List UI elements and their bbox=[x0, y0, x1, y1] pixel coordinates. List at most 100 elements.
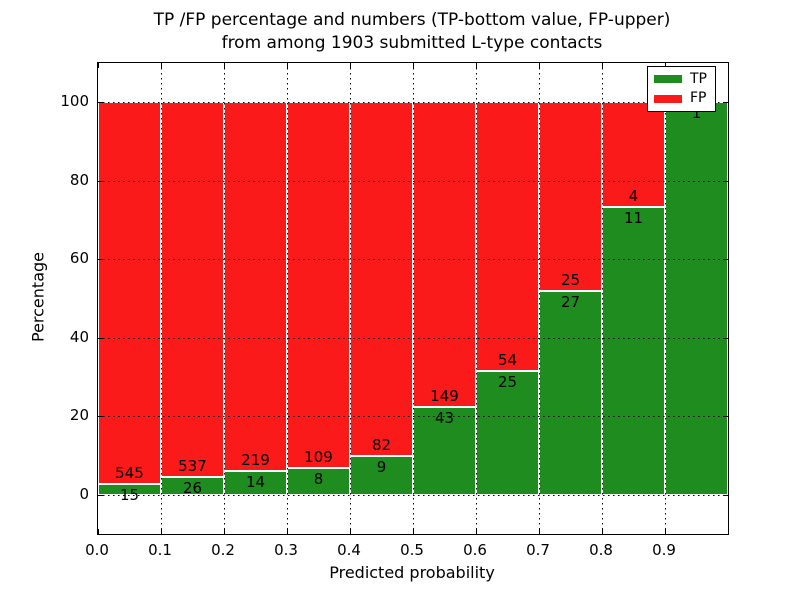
vertical-gridline bbox=[538, 63, 540, 534]
y-tick-mark bbox=[98, 416, 103, 418]
x-tick-mark bbox=[665, 63, 666, 68]
horizontal-gridline bbox=[98, 259, 728, 261]
y-tick-label: 0 bbox=[79, 484, 89, 503]
fp-count-label: 25 bbox=[560, 270, 581, 289]
fp-count-label: 109 bbox=[304, 447, 333, 466]
chart-title: TP /FP percentage and numbers (TP-bottom… bbox=[12, 9, 800, 55]
fp-count-label: 4 bbox=[628, 186, 639, 205]
tp-count-label: 1 bbox=[691, 104, 702, 123]
y-tick-label: 20 bbox=[69, 406, 89, 425]
legend-label-fp: FP bbox=[690, 90, 707, 107]
fp-count-label: 149 bbox=[430, 386, 459, 405]
tp-count-label: 26 bbox=[182, 478, 203, 497]
y-tick-label: 80 bbox=[69, 170, 89, 189]
x-tick-label: 0.1 bbox=[148, 541, 172, 559]
fp-bar-segment bbox=[476, 102, 539, 371]
vertical-gridline bbox=[223, 63, 225, 534]
tp-count-label: 9 bbox=[376, 457, 387, 476]
tp-count-label: 15 bbox=[119, 486, 140, 505]
vertical-gridline bbox=[160, 63, 162, 534]
vertical-gridline bbox=[349, 63, 351, 534]
vertical-gridline bbox=[475, 63, 477, 534]
legend-item-fp: FP bbox=[648, 91, 715, 106]
fp-count-label: 219 bbox=[241, 451, 270, 470]
y-tick-mark bbox=[723, 180, 728, 182]
tp-swatch-icon bbox=[654, 75, 682, 84]
x-tick-label: 0.8 bbox=[589, 541, 613, 559]
x-tick-label: 0.7 bbox=[526, 541, 550, 559]
fp-bar-segment bbox=[539, 102, 602, 291]
fp-bar-segment bbox=[350, 102, 413, 456]
vertical-gridline bbox=[412, 63, 414, 534]
plot-area: 545 15 537 26 219 14 109 8 82 9 149 43 54 25 25 27 4 11 1 bbox=[97, 62, 729, 535]
legend-item-tp: TP bbox=[648, 70, 715, 87]
fp-bar-segment bbox=[98, 102, 161, 485]
y-tick-mark bbox=[98, 259, 103, 261]
x-tick-mark bbox=[602, 63, 603, 68]
tp-count-label: 43 bbox=[434, 408, 455, 427]
tp-bar-segment bbox=[413, 406, 476, 495]
horizontal-gridline bbox=[98, 102, 728, 104]
x-tick-mark bbox=[350, 63, 351, 68]
tp-bar-segment bbox=[476, 370, 539, 495]
horizontal-gridline bbox=[98, 337, 728, 339]
chart-title-line2: from among 1903 submitted L-type contact… bbox=[221, 33, 603, 53]
y-tick-mark bbox=[723, 102, 728, 104]
y-tick-mark bbox=[723, 494, 728, 496]
y-tick-mark bbox=[98, 337, 103, 339]
fp-bar-segment bbox=[287, 102, 350, 468]
fp-bar-segment bbox=[413, 102, 476, 407]
x-tick-mark bbox=[476, 63, 477, 68]
x-tick-mark bbox=[350, 529, 351, 534]
fp-count-label: 54 bbox=[497, 350, 518, 369]
chart-title-line1: TP /FP percentage and numbers (TP-bottom… bbox=[153, 10, 671, 30]
x-tick-label: 0.2 bbox=[211, 541, 235, 559]
y-tick-label: 100 bbox=[60, 92, 89, 111]
tp-count-label: 14 bbox=[245, 473, 266, 492]
legend: TP FP bbox=[647, 66, 716, 112]
horizontal-gridline bbox=[98, 416, 728, 418]
x-tick-mark bbox=[98, 529, 99, 534]
x-tick-mark bbox=[539, 63, 540, 68]
fp-bar-segment bbox=[161, 102, 224, 477]
x-tick-label: 0.0 bbox=[85, 541, 109, 559]
x-tick-mark bbox=[98, 63, 99, 68]
fp-count-label: 537 bbox=[178, 456, 207, 475]
x-tick-mark bbox=[665, 529, 666, 534]
y-tick-mark bbox=[98, 102, 103, 104]
x-tick-mark bbox=[224, 63, 225, 68]
y-tick-mark bbox=[723, 259, 728, 261]
x-tick-mark bbox=[161, 529, 162, 534]
tp-bar-segment bbox=[287, 467, 350, 495]
x-tick-mark bbox=[413, 63, 414, 68]
x-tick-mark bbox=[287, 529, 288, 534]
x-tick-mark bbox=[224, 529, 225, 534]
fp-bar-segment bbox=[602, 102, 665, 207]
tp-bar-segment bbox=[665, 102, 728, 495]
vertical-gridline bbox=[286, 63, 288, 534]
y-tick-mark bbox=[98, 494, 103, 496]
horizontal-gridline bbox=[98, 494, 728, 496]
x-tick-mark bbox=[476, 529, 477, 534]
tp-count-label: 27 bbox=[560, 292, 581, 311]
x-tick-label: 0.6 bbox=[463, 541, 487, 559]
y-axis-label: Percentage bbox=[28, 251, 48, 343]
x-tick-mark bbox=[539, 529, 540, 534]
x-tick-mark bbox=[602, 529, 603, 534]
tp-count-label: 25 bbox=[497, 372, 518, 391]
vertical-gridline bbox=[601, 63, 603, 534]
y-tick-label: 40 bbox=[69, 327, 89, 346]
x-tick-label: 0.3 bbox=[274, 541, 298, 559]
x-tick-label: 0.9 bbox=[652, 541, 676, 559]
fp-count-label: 545 bbox=[115, 464, 144, 483]
y-tick-mark bbox=[723, 416, 728, 418]
x-axis-label: Predicted probability bbox=[329, 563, 495, 582]
horizontal-gridline bbox=[98, 180, 728, 182]
legend-label-tp: TP bbox=[690, 70, 707, 87]
y-tick-label: 60 bbox=[69, 249, 89, 268]
x-tick-mark bbox=[413, 529, 414, 534]
tp-count-label: 8 bbox=[313, 469, 324, 488]
tp-bar-segment bbox=[539, 290, 602, 495]
tp-count-label: 11 bbox=[623, 208, 644, 227]
